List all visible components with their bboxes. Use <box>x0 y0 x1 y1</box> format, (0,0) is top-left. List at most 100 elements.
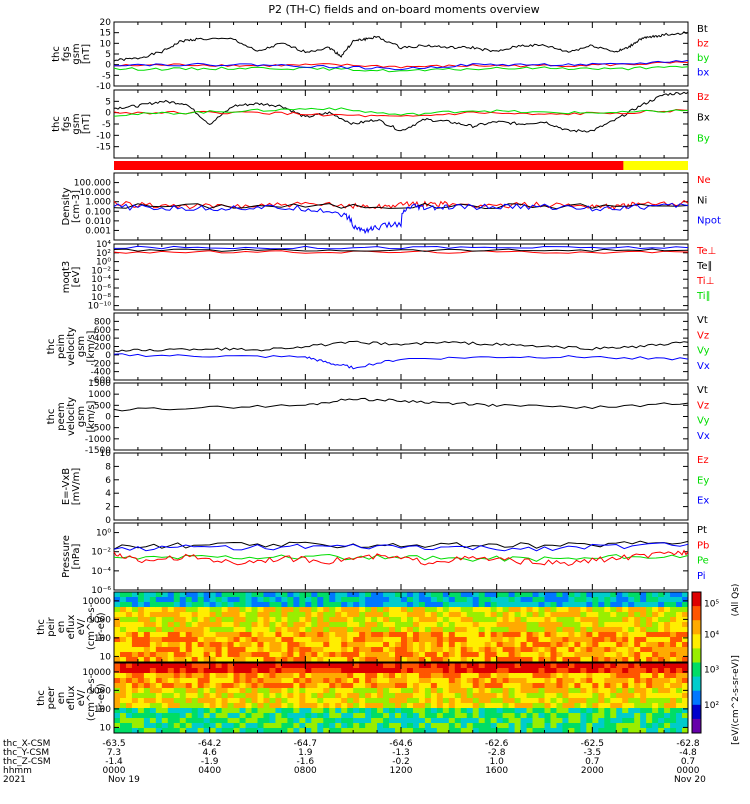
spec-cell <box>532 713 540 719</box>
spec-cell <box>478 698 486 704</box>
spec-cell <box>365 617 372 623</box>
spec-cell <box>460 683 468 689</box>
spec-cell <box>550 688 557 694</box>
spec-cell <box>454 647 462 653</box>
spec-cell <box>311 627 318 633</box>
spec-cell <box>496 728 504 734</box>
spec-cell <box>652 647 659 653</box>
spec-cell <box>179 693 187 699</box>
spec-cell <box>580 612 587 618</box>
spec-cell <box>508 688 516 694</box>
spec-cell <box>341 602 348 608</box>
spec-cell <box>658 647 665 653</box>
spec-cell <box>556 718 563 724</box>
spec-cell <box>436 647 444 653</box>
spec-cell <box>520 637 528 643</box>
spec-cell <box>245 708 253 714</box>
spec-cell <box>149 597 157 603</box>
spec-cell <box>646 723 653 729</box>
spec-cell <box>119 693 127 699</box>
spec-cell <box>472 713 480 719</box>
spec-cell <box>616 652 623 658</box>
spec-cell <box>167 698 175 704</box>
spec-cell <box>448 698 456 704</box>
spec-cell <box>646 597 653 603</box>
spec-cell <box>562 668 569 674</box>
spec-cell <box>664 673 671 679</box>
spec-cell <box>389 673 396 679</box>
spec-cell <box>143 592 151 598</box>
spec-cell <box>514 728 522 734</box>
spec-cell <box>383 713 390 719</box>
spec-cell <box>173 703 181 709</box>
spec-cell <box>664 683 671 689</box>
spec-cell <box>263 647 270 653</box>
spec-cell <box>203 663 211 669</box>
spec-cell <box>251 657 258 663</box>
y-axis-label: [eV] <box>71 267 82 288</box>
spec-cell <box>580 663 587 669</box>
spec-cell <box>179 637 187 643</box>
spec-cell <box>281 647 288 653</box>
spec-cell <box>448 652 456 658</box>
spec-cell <box>149 723 157 729</box>
spec-cell <box>550 728 557 734</box>
spec-cell <box>538 683 545 689</box>
spec-cell <box>281 723 288 729</box>
spec-cell <box>604 703 611 709</box>
spec-cell <box>544 668 551 674</box>
annotation-value: -3.5 <box>584 748 602 758</box>
spec-cell <box>143 728 151 734</box>
spec-cell <box>317 673 324 679</box>
spec-cell <box>395 612 402 618</box>
spec-cell <box>239 592 247 598</box>
spec-cell <box>544 602 551 608</box>
spec-cell <box>634 673 641 679</box>
spec-cell <box>209 647 217 653</box>
y-axis-label: thc <box>51 116 62 132</box>
spec-cell <box>406 657 414 663</box>
spec-cell <box>430 713 438 719</box>
spec-cell <box>215 617 223 623</box>
spec-cell <box>508 723 516 729</box>
spec-cell <box>281 612 288 618</box>
annotation-value: -63.5 <box>102 739 125 749</box>
spec-cell <box>233 678 241 684</box>
spec-cell <box>131 612 139 618</box>
spec-cell <box>448 657 456 663</box>
spec-cell <box>341 668 348 674</box>
spec-cell <box>239 723 247 729</box>
spec-cell <box>293 678 300 684</box>
spec-cell <box>114 663 121 669</box>
spec-cell <box>670 597 677 603</box>
spec-cell <box>209 652 217 658</box>
spec-cell <box>173 612 181 618</box>
spec-cell <box>185 632 193 638</box>
spec-cell <box>502 612 510 618</box>
spec-cell <box>263 652 270 658</box>
spec-cell <box>119 688 127 694</box>
spec-cell <box>395 723 402 729</box>
spec-cell <box>263 673 270 679</box>
spec-cell <box>395 657 402 663</box>
spec-cell <box>544 622 551 628</box>
spec-cell <box>179 652 187 658</box>
spec-cell <box>556 683 563 689</box>
spec-cell <box>353 678 360 684</box>
spec-cell <box>257 627 264 633</box>
spec-cell <box>341 642 348 648</box>
spec-cell <box>490 612 498 618</box>
spec-cell <box>245 592 253 598</box>
spec-cell <box>466 673 474 679</box>
spec-cell <box>383 602 390 608</box>
spec-cell <box>329 592 336 598</box>
spec-cell <box>305 617 312 623</box>
spec-cell <box>502 693 510 699</box>
spec-cell <box>436 693 444 699</box>
spec-cell <box>287 592 294 598</box>
spec-cell <box>395 693 402 699</box>
spec-cell <box>556 723 563 729</box>
spec-cell <box>305 708 312 714</box>
spec-cell <box>664 627 671 633</box>
spec-cell <box>377 673 384 679</box>
